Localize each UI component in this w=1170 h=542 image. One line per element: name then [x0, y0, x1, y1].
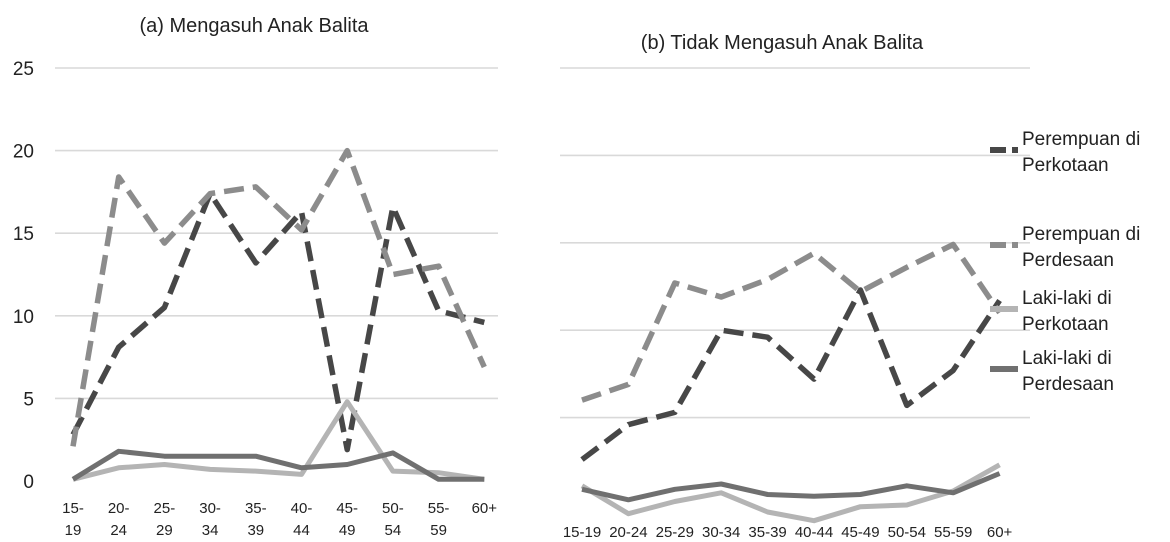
chart-b-xtick-label: 25-29: [656, 524, 694, 541]
legend-entry-4: Laki-laki di Perdesaan: [990, 348, 1114, 395]
chart-a-ytick-label: 20: [13, 142, 34, 163]
chart-a-xtick-label: 15-19: [62, 500, 84, 539]
chart-b-xtick-label: 30-34: [702, 524, 740, 541]
legend-label: Perkotaan: [1022, 314, 1109, 335]
legend-entry-2: Perempuan di Perdesaan: [990, 224, 1140, 271]
legend-label: Perempuan di: [1022, 129, 1140, 150]
chart-a-xtick-label: 20-24: [108, 500, 130, 539]
chart-b-xtick-label: 45-49: [841, 524, 879, 541]
chart-a-series-line-2: [70, 147, 487, 447]
chart-b: (b) Tidak Mengasuh Anak Balita 15-19 20-2…: [560, 32, 1030, 541]
chart-b-xtick-label: 40-44: [795, 524, 833, 541]
legend-label: Perkotaan: [1022, 155, 1109, 176]
chart-b-series-line-2: [581, 241, 1002, 403]
chart-b-series-line-3: [580, 462, 1001, 524]
chart-b-xtick-label: 50-54: [888, 524, 926, 541]
chart-b-xtick-label: 20-24: [609, 524, 647, 541]
legend-entry-1: Perempuan di Perkotaan: [990, 129, 1140, 176]
legend-label: Laki-laki di: [1022, 288, 1112, 309]
chart-a-series-line-4: [71, 448, 485, 482]
chart-a-xtick-label: 25-29: [154, 500, 176, 539]
chart-a-xtick-label: 55-59: [428, 500, 450, 539]
chart-a-series-line-3: [72, 399, 485, 482]
chart-b-xtick-label: 55-59: [934, 524, 972, 541]
legend-label: Perdesaan: [1022, 374, 1114, 395]
chart-a-ytick-label: 10: [13, 307, 34, 328]
legend-entry-3: Laki-laki di Perkotaan: [990, 288, 1112, 335]
chart-a: (a) Mengasuh Anak Balita 0 5 10 15 20 25 15-1…: [13, 15, 498, 539]
legend-label: Perempuan di: [1022, 224, 1140, 245]
legend-label: Laki-laki di: [1022, 348, 1112, 369]
chart-b-xtick-label: 60+: [987, 524, 1013, 541]
chart-a-series-line-1: [70, 190, 485, 453]
chart-a-ytick-label: 25: [13, 59, 34, 80]
legend: Perempuan di Perkotaan Perempuan di Perdesa…: [990, 129, 1140, 395]
chart-a-xtick-label: 30-34: [199, 500, 221, 539]
chart-a-ytick-label: 5: [23, 389, 34, 410]
chart-a-xtick-label: 60+: [472, 500, 498, 517]
chart-a-xtick-label: 45-49: [336, 500, 358, 539]
chart-b-series-line-1: [580, 287, 1002, 462]
chart-a-title: (a) Mengasuh Anak Balita: [139, 15, 369, 37]
chart-a-xtick-label: 35-39: [245, 500, 267, 539]
chart-b-series-line-4: [581, 471, 1001, 503]
chart-a-xtick-label: 40-44: [291, 500, 313, 539]
chart-b-xtick-label: 35-39: [748, 524, 786, 541]
chart-b-title: (b) Tidak Mengasuh Anak Balita: [641, 32, 924, 54]
legend-label: Perdesaan: [1022, 250, 1114, 271]
chart-a-xtick-label: 50-54: [382, 500, 404, 539]
chart-a-ytick-label: 0: [23, 472, 34, 493]
chart-a-ytick-label: 15: [13, 224, 34, 245]
chart-b-xtick-label: 15-19: [563, 524, 601, 541]
